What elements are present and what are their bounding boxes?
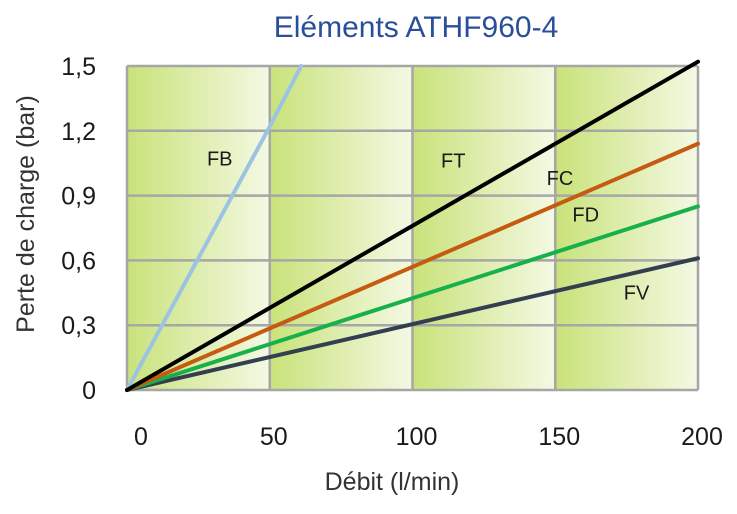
series-label-ft: FT <box>441 151 465 173</box>
chart-title: Eléments ATHF960-4 <box>274 11 559 44</box>
plot-cell <box>412 66 556 131</box>
plot-background <box>127 66 698 390</box>
x-tick-label: 0 <box>134 423 148 451</box>
grid <box>125 64 700 392</box>
plot-cell <box>127 195 270 261</box>
series-label-fb: FB <box>207 148 233 170</box>
y-tick-labels: 0 0,3 0,6 0,9 1,2 1,5 <box>61 53 96 405</box>
y-tick-label: 0 <box>82 377 96 405</box>
plot-cell <box>269 66 413 131</box>
series-line-fc <box>125 141 700 392</box>
plot-cell <box>269 195 413 261</box>
series-label-fc: FC <box>547 168 574 190</box>
x-tick-label: 50 <box>260 423 288 451</box>
series-lines <box>125 59 700 392</box>
y-tick-label: 1,5 <box>61 53 96 81</box>
plot-cell <box>412 260 556 326</box>
plot-cell <box>269 325 413 390</box>
plot-cell <box>269 130 413 196</box>
plot-cell <box>555 130 698 196</box>
series-line-fv <box>125 256 700 392</box>
series-line-fb <box>125 64 304 392</box>
plot-cell <box>555 325 698 390</box>
plot-cell <box>127 260 270 326</box>
series-labels: FB FT FC FD FV <box>207 148 650 304</box>
plot-cell <box>555 260 698 326</box>
x-tick-label: 100 <box>396 423 438 451</box>
series-line-fd <box>125 204 700 392</box>
plot-cell <box>412 325 556 390</box>
series-line-ft <box>125 59 700 392</box>
y-tick-label: 1,2 <box>61 118 96 146</box>
y-axis-label: Perte de charge (bar) <box>12 95 40 333</box>
x-tick-labels: 0 50 100 150 200 <box>134 423 723 451</box>
plot-cell <box>412 195 556 261</box>
y-tick-label: 0,6 <box>61 247 96 275</box>
series-label-fv: FV <box>624 282 650 304</box>
y-tick-label: 0,9 <box>61 183 96 211</box>
plot-cell <box>127 66 270 131</box>
series-label-fd: FD <box>572 205 599 227</box>
plot-cell <box>269 260 413 326</box>
x-axis-label: Débit (l/min) <box>325 468 460 496</box>
plot-cell <box>127 130 270 196</box>
x-tick-label: 150 <box>538 423 580 451</box>
y-tick-label: 0,3 <box>61 312 96 340</box>
x-tick-label: 200 <box>681 423 723 451</box>
